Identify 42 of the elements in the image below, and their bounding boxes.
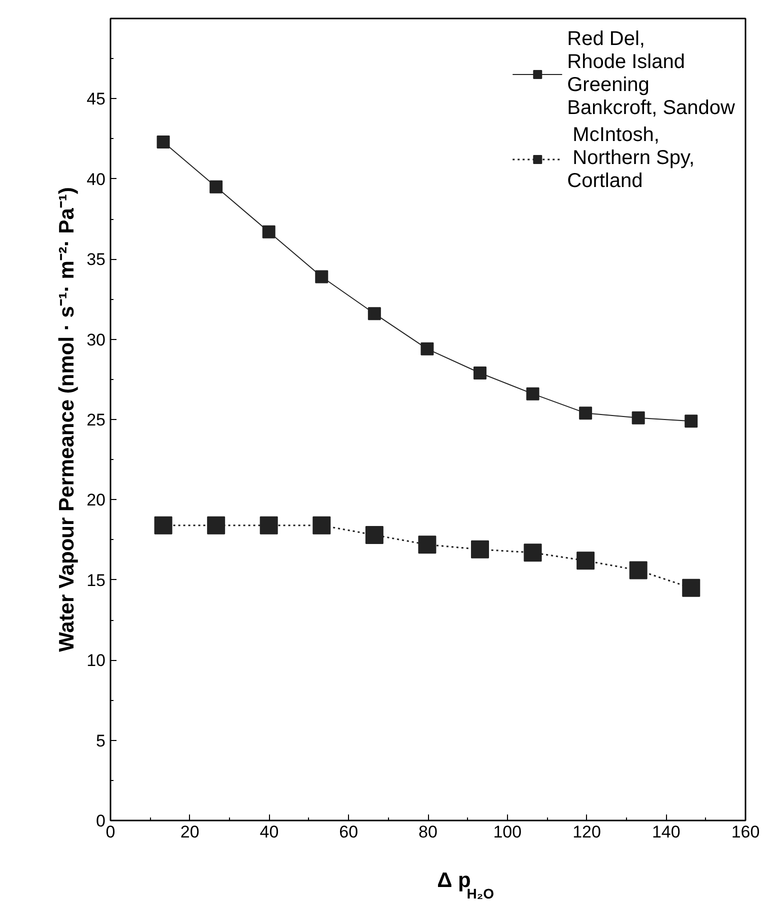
y-tick-label: 15 (86, 570, 106, 590)
legend-label: McIntosh, Northern Spy, Cortland (567, 124, 695, 193)
point (579, 406, 592, 420)
y-tick-label: 40 (86, 170, 106, 189)
point (368, 307, 381, 320)
point (210, 180, 223, 194)
y-tick-label: 35 (86, 250, 106, 270)
point (262, 225, 276, 238)
y-tick-label: 20 (86, 490, 106, 510)
point (154, 516, 172, 534)
point (629, 561, 648, 580)
point (473, 366, 486, 380)
point (418, 536, 436, 554)
x-tick-label: 40 (260, 822, 279, 842)
legend-label: Red Del, Rhode Island Greening Bankcroft, Sandow (567, 28, 735, 120)
point (312, 516, 331, 534)
point (682, 578, 700, 597)
x-tick-label: 100 (493, 822, 522, 842)
point (524, 544, 542, 562)
y-tick-label: 10 (86, 651, 106, 670)
point (260, 516, 278, 534)
x-tick-label: 60 (339, 822, 358, 842)
x-tick-label: 120 (572, 822, 601, 842)
point (632, 411, 645, 424)
y-tick-label: 30 (86, 330, 106, 350)
point (365, 526, 384, 544)
x-tick-label: 20 (180, 822, 200, 842)
point (576, 552, 595, 570)
point (526, 387, 540, 400)
x-tick-label: 160 (731, 822, 760, 842)
x-tick-label: 140 (652, 822, 680, 842)
point (684, 414, 698, 428)
x-tick-label: 80 (418, 822, 438, 842)
point (470, 540, 489, 558)
point (207, 516, 226, 534)
point (156, 136, 170, 149)
point (315, 270, 328, 284)
y-tick-label: 25 (86, 410, 106, 430)
y-tick-label: 5 (96, 731, 106, 750)
point (420, 342, 434, 356)
y-axis-title: Water Vapour Permeance (nmol · s⁻¹· m⁻²· Pa⁻¹) (56, 187, 79, 652)
y-tick-label: 45 (86, 90, 106, 109)
